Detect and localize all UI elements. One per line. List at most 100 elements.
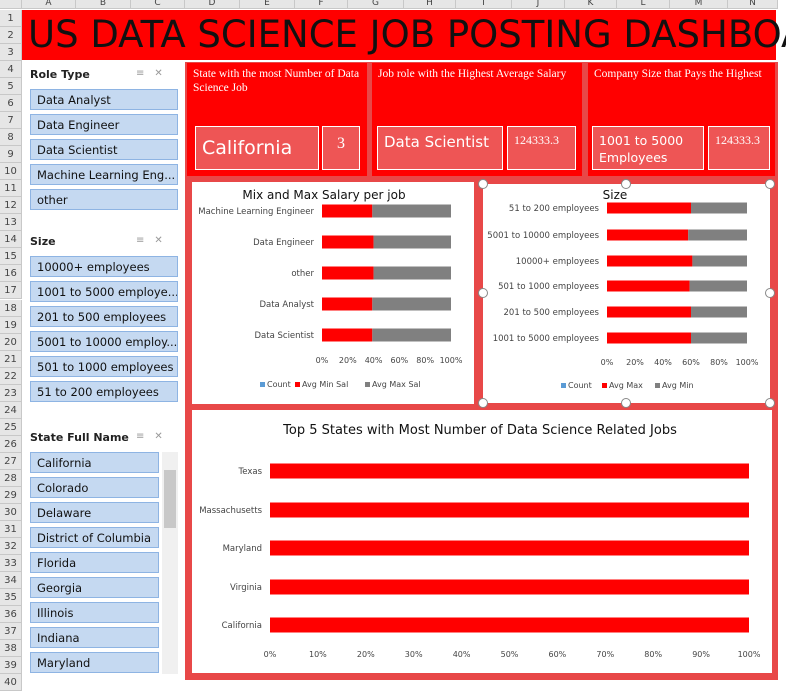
row-header[interactable]: 15 bbox=[0, 248, 22, 266]
row-header[interactable]: 3 bbox=[0, 44, 22, 62]
column-header[interactable]: A bbox=[22, 0, 76, 9]
row-header[interactable]: 29 bbox=[0, 486, 22, 504]
row-header[interactable]: 40 bbox=[0, 674, 22, 692]
row-header[interactable]: 33 bbox=[0, 554, 22, 572]
card-extra: 124333.3 bbox=[507, 126, 576, 170]
selection-handle[interactable] bbox=[765, 179, 775, 189]
chart[interactable]: Size 0% 20% 40% 60% 80% 100% 51 to 200 employee… bbox=[483, 184, 770, 403]
row-header[interactable]: 20 bbox=[0, 333, 22, 351]
slicer-item[interactable]: Delaware bbox=[30, 502, 159, 523]
selection-handle[interactable] bbox=[478, 398, 488, 408]
legend-label: Count bbox=[568, 381, 592, 390]
selection-handle[interactable] bbox=[765, 398, 775, 408]
column-header[interactable]: C bbox=[131, 0, 185, 9]
row-header[interactable]: 9 bbox=[0, 146, 22, 164]
slicer-item[interactable]: 10000+ employees bbox=[30, 256, 178, 277]
selection-handle[interactable] bbox=[478, 179, 488, 189]
row-header[interactable]: 23 bbox=[0, 384, 22, 402]
column-header[interactable]: J bbox=[512, 0, 565, 9]
chart[interactable]: Mix and Max Salary per job 0% 20% 40% 60% 80%… bbox=[192, 182, 474, 404]
row-header[interactable]: 25 bbox=[0, 418, 22, 436]
slicer-item[interactable]: District of Columbia bbox=[30, 527, 159, 548]
slicer-item[interactable]: 501 to 1000 employees bbox=[30, 356, 178, 377]
y-tick-label: California bbox=[222, 621, 262, 631]
slicer-item[interactable]: Colorado bbox=[30, 477, 159, 498]
row-header[interactable]: 32 bbox=[0, 537, 22, 555]
slicer-item[interactable]: Data Analyst bbox=[30, 89, 178, 110]
card-extra: 124333.3 bbox=[708, 126, 770, 170]
row-header[interactable]: 34 bbox=[0, 571, 22, 589]
slicer-item[interactable]: Machine Learning Eng... bbox=[30, 164, 178, 185]
row-header[interactable]: 31 bbox=[0, 520, 22, 538]
row-header[interactable]: 24 bbox=[0, 401, 22, 419]
slicer-item[interactable]: Georgia bbox=[30, 577, 159, 598]
slicer-icons[interactable]: ≡✕ bbox=[136, 431, 173, 442]
column-header[interactable]: G bbox=[348, 0, 404, 9]
selection-handle[interactable] bbox=[621, 398, 631, 408]
column-header[interactable]: E bbox=[240, 0, 295, 9]
row-header[interactable]: 35 bbox=[0, 589, 22, 607]
row-header[interactable]: 8 bbox=[0, 129, 22, 147]
row-header[interactable]: 2 bbox=[0, 27, 22, 45]
column-header[interactable]: I bbox=[456, 0, 512, 9]
row-header[interactable]: 1 bbox=[0, 10, 22, 27]
row-header[interactable]: 11 bbox=[0, 180, 22, 198]
slicer-icons[interactable]: ≡✕ bbox=[136, 68, 173, 79]
row-header[interactable]: 28 bbox=[0, 469, 22, 487]
slicer-item[interactable]: 5001 to 10000 employ... bbox=[30, 331, 178, 352]
column-header[interactable]: N bbox=[728, 0, 778, 9]
column-header[interactable]: D bbox=[185, 0, 240, 9]
selection-handle[interactable] bbox=[765, 288, 775, 298]
slicer-item[interactable]: 51 to 200 employees bbox=[30, 381, 178, 402]
slicer-item[interactable]: California bbox=[30, 452, 159, 473]
row-header[interactable]: 12 bbox=[0, 197, 22, 215]
x-tick-label: 40% bbox=[365, 356, 383, 365]
card-extra: 3 bbox=[322, 126, 360, 170]
row-header[interactable]: 16 bbox=[0, 265, 22, 283]
row-header[interactable]: 21 bbox=[0, 350, 22, 368]
row-header[interactable]: 5 bbox=[0, 78, 22, 96]
x-tick-label: 80% bbox=[644, 650, 662, 659]
row-header[interactable]: 17 bbox=[0, 282, 22, 300]
row-header[interactable]: 13 bbox=[0, 214, 22, 232]
slicer-item[interactable]: 1001 to 5000 employe... bbox=[30, 281, 178, 302]
bar bbox=[270, 540, 749, 556]
slicer-item[interactable]: Data Engineer bbox=[30, 114, 178, 135]
slicer-item[interactable]: Data Scientist bbox=[30, 139, 178, 160]
selection-handle[interactable] bbox=[478, 288, 488, 298]
slicer-icons[interactable]: ≡✕ bbox=[136, 235, 173, 246]
slicer-item[interactable]: other bbox=[30, 189, 178, 210]
slicer-item[interactable]: Indiana bbox=[30, 627, 159, 648]
row-header[interactable]: 7 bbox=[0, 112, 22, 130]
row-header[interactable]: 36 bbox=[0, 606, 22, 624]
x-tick-label: 100% bbox=[440, 356, 463, 365]
slicer-item[interactable]: Florida bbox=[30, 552, 159, 573]
row-header[interactable]: 14 bbox=[0, 231, 22, 249]
chart[interactable]: Top 5 States with Most Number of Data Sc… bbox=[192, 410, 772, 673]
row-header[interactable]: 4 bbox=[0, 61, 22, 79]
row-header[interactable]: 22 bbox=[0, 367, 22, 385]
row-header[interactable]: 37 bbox=[0, 623, 22, 641]
row-header[interactable]: 38 bbox=[0, 640, 22, 658]
column-header[interactable]: H bbox=[404, 0, 456, 9]
y-tick-label: Texas bbox=[238, 467, 263, 477]
column-header[interactable]: M bbox=[670, 0, 728, 9]
row-header[interactable]: 19 bbox=[0, 316, 22, 334]
row-header[interactable]: 18 bbox=[0, 299, 22, 317]
row-header[interactable]: 30 bbox=[0, 503, 22, 521]
column-header[interactable]: K bbox=[565, 0, 617, 9]
column-header[interactable]: B bbox=[76, 0, 131, 9]
column-header[interactable]: F bbox=[295, 0, 348, 9]
column-header[interactable]: L bbox=[617, 0, 670, 9]
scroll-thumb[interactable] bbox=[164, 470, 176, 528]
row-header[interactable]: 39 bbox=[0, 657, 22, 675]
slicer-item[interactable]: Illinois bbox=[30, 602, 159, 623]
row-header[interactable]: 10 bbox=[0, 163, 22, 181]
row-header[interactable]: 6 bbox=[0, 95, 22, 113]
x-tick-label: 40% bbox=[654, 358, 672, 367]
selection-handle[interactable] bbox=[621, 179, 631, 189]
slicer-item[interactable]: Maryland bbox=[30, 652, 159, 673]
row-header[interactable]: 27 bbox=[0, 452, 22, 470]
slicer-item[interactable]: 201 to 500 employees bbox=[30, 306, 178, 327]
row-header[interactable]: 26 bbox=[0, 435, 22, 453]
